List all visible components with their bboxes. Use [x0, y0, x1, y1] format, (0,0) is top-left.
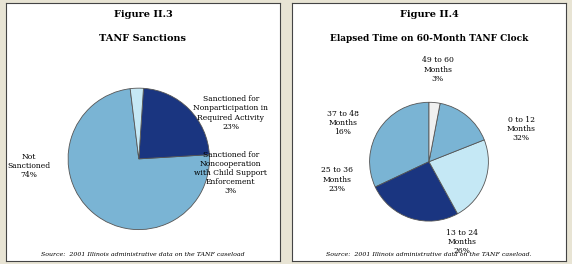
Wedge shape: [429, 102, 440, 162]
Text: Elapsed Time on 60-Month TANF Clock: Elapsed Time on 60-Month TANF Clock: [330, 34, 528, 43]
Wedge shape: [130, 88, 144, 159]
Text: Figure II.4: Figure II.4: [400, 10, 458, 19]
Text: Not
Sanctioned
74%: Not Sanctioned 74%: [7, 153, 51, 179]
Text: Sanctioned for
Nonparticipation in
Required Activity
23%: Sanctioned for Nonparticipation in Requi…: [193, 95, 268, 131]
Wedge shape: [429, 140, 488, 214]
Text: TANF Sanctions: TANF Sanctions: [100, 34, 186, 43]
Text: Figure II.3: Figure II.3: [114, 10, 172, 19]
Text: 25 to 36
Months
23%: 25 to 36 Months 23%: [321, 166, 353, 193]
Wedge shape: [68, 89, 209, 230]
Wedge shape: [139, 88, 209, 159]
Text: 13 to 24
Months
26%: 13 to 24 Months 26%: [446, 229, 478, 255]
Wedge shape: [429, 103, 484, 162]
Text: Sanctioned for
Noncooperation
with Child Support
Enforcement
3%: Sanctioned for Noncooperation with Child…: [194, 151, 267, 195]
Text: 37 to 48
Months
16%: 37 to 48 Months 16%: [327, 110, 359, 136]
Wedge shape: [375, 162, 458, 221]
Text: 0 to 12
Months
32%: 0 to 12 Months 32%: [507, 116, 535, 142]
Text: Source:  2001 Illinois administrative data on the TANF caseload: Source: 2001 Illinois administrative dat…: [41, 252, 245, 257]
Text: 49 to 60
Months
3%: 49 to 60 Months 3%: [422, 56, 454, 83]
Text: Source:  2001 Illinois administrative data on the TANF caseload.: Source: 2001 Illinois administrative dat…: [326, 252, 532, 257]
Wedge shape: [370, 102, 429, 187]
